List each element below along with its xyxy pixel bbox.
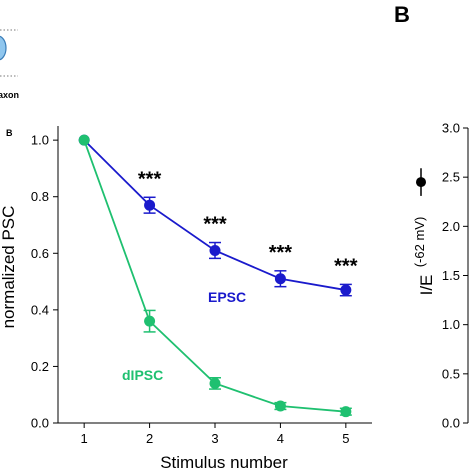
right-y-tick-label: 2.0 xyxy=(442,219,460,234)
significance-marker: *** xyxy=(269,242,293,264)
ie-chart: 0.0 0.5 1.0 1.5 2.0 2.5 3.0 I/E (-62 mV) xyxy=(412,121,469,431)
right-point xyxy=(416,168,426,196)
y-tick-label: 1.0 xyxy=(31,133,49,148)
significance-marker: *** xyxy=(203,214,227,236)
psc-chart: 0.0 0.2 0.4 0.6 0.8 1.0 1 2 3 4 5 *** *** *** *** Sti… xyxy=(0,126,372,472)
x-axis-title: Stimulus number xyxy=(160,453,288,472)
data-point-epsc xyxy=(209,244,221,256)
x-tick-label: 3 xyxy=(211,431,218,446)
schematic-fragment: axon B xyxy=(0,29,19,138)
right-y-tick-label: 0.5 xyxy=(442,366,460,381)
data-point-epsc xyxy=(274,273,286,285)
y-tick-label: 0.0 xyxy=(31,416,49,431)
x-tick-label: 4 xyxy=(277,431,284,446)
x-tick-label: 5 xyxy=(342,431,349,446)
right-y-axis-subtitle: (-62 mV) xyxy=(412,217,427,268)
right-y-tick-label: 1.0 xyxy=(442,317,460,332)
data-point-dipsc xyxy=(340,406,352,418)
data-point-dipsc xyxy=(144,315,156,327)
right-axes: 0.0 0.5 1.0 1.5 2.0 2.5 3.0 xyxy=(442,121,469,431)
y-tick-label: 0.2 xyxy=(31,359,49,374)
main-axes: 0.0 0.2 0.4 0.6 0.8 1.0 1 2 3 4 5 xyxy=(31,126,372,446)
right-data-point xyxy=(416,177,426,188)
data-point-epsc xyxy=(340,284,352,296)
data-point-dipsc xyxy=(274,400,286,412)
data-point-epsc xyxy=(144,199,156,211)
data-point-dipsc xyxy=(78,134,90,146)
right-y-tick-label: 1.5 xyxy=(442,268,460,283)
right-y-tick-label: 0.0 xyxy=(442,416,460,431)
main-series xyxy=(78,134,352,418)
series-label-dipsc: dIPSC xyxy=(122,367,163,383)
cell-body-icon xyxy=(0,35,7,61)
y-tick-label: 0.6 xyxy=(31,246,49,261)
right-y-tick-label: 3.0 xyxy=(442,121,460,136)
y-tick-label: 0.4 xyxy=(31,302,49,317)
x-tick-label: 2 xyxy=(146,431,153,446)
significance-marker: *** xyxy=(138,168,162,190)
y-axis-title: normalized PSC xyxy=(0,206,18,329)
significance-marker: *** xyxy=(334,255,358,277)
right-y-axis-title: I/E xyxy=(417,275,436,296)
panel-letter: B xyxy=(394,2,410,27)
significance-annotations: *** *** *** *** xyxy=(138,168,358,277)
y-tick-label: 0.8 xyxy=(31,189,49,204)
x-tick-label: 1 xyxy=(81,431,88,446)
right-y-tick-label: 2.5 xyxy=(442,170,460,185)
corner-fragment-label: B xyxy=(6,128,13,138)
series-label-epsc: EPSC xyxy=(208,289,246,305)
axon-label: axon xyxy=(0,90,19,100)
data-point-dipsc xyxy=(209,377,221,389)
